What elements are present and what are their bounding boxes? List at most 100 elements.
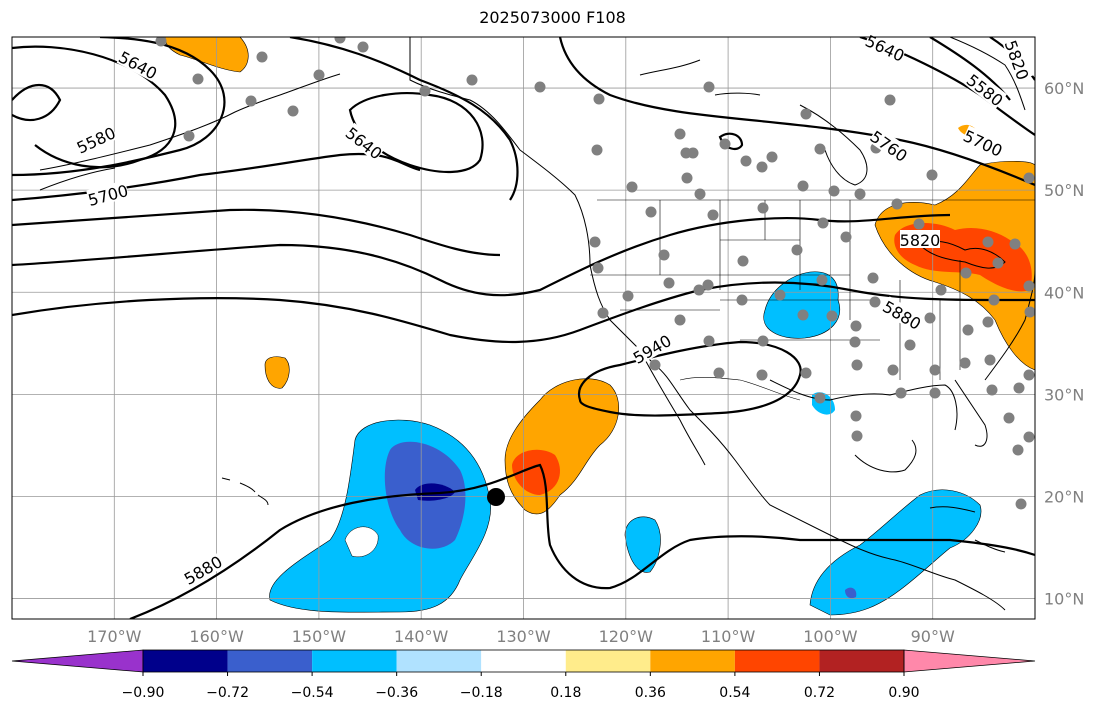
- longitude-tick-label: 160°W: [189, 627, 244, 646]
- station-dot: [419, 85, 431, 97]
- station-dot: [926, 169, 938, 181]
- contour-label-bg: [964, 69, 1007, 109]
- colorbar-extend-max: [903, 649, 1036, 673]
- colorbar-tick-label: 0.90: [888, 685, 919, 701]
- station-dot: [357, 41, 369, 53]
- colorbar-tick-label: 0.18: [550, 685, 581, 701]
- station-dot: [674, 314, 686, 326]
- station-dot: [895, 387, 907, 399]
- latitude-tick-label: 20°N: [1044, 487, 1084, 506]
- station-dot: [766, 151, 778, 163]
- station-dot: [713, 367, 725, 379]
- station-dot: [626, 181, 638, 193]
- station-dot: [884, 94, 896, 106]
- colorbar-extend-min: [11, 649, 144, 673]
- contour-label-bg: [900, 230, 940, 248]
- station-dot: [1023, 369, 1035, 381]
- colorbar-segment: [312, 650, 397, 672]
- station-dot: [816, 274, 828, 286]
- station-dot: [192, 73, 204, 85]
- station-dot: [645, 206, 657, 218]
- longitude-tick-label: 170°W: [87, 627, 142, 646]
- contour-label-bg: [343, 122, 386, 162]
- colorbar-tick-label: 0.36: [635, 685, 666, 701]
- station-dot: [703, 81, 715, 93]
- contour-label-bg: [86, 180, 130, 208]
- station-dot: [850, 410, 862, 422]
- station-dot: [851, 430, 863, 442]
- station-dot: [959, 357, 971, 369]
- station-dot: [800, 367, 812, 379]
- station-dot: [256, 51, 268, 63]
- station-dot: [1003, 412, 1015, 424]
- colorbar-tick-labels: −0.90 −0.72 −0.54 −0.36 −0.18 0.18 0.36 0.54 0.7…: [122, 672, 920, 701]
- station-dot: [649, 359, 661, 371]
- station-dot: [757, 335, 769, 347]
- station-dot: [840, 231, 852, 243]
- longitude-tick-labels: 170°W 160°W 150°W 140°W 130°W 120°W 110°W 100°W…: [87, 627, 955, 646]
- longitude-tick-label: 140°W: [394, 627, 449, 646]
- station-dot: [334, 37, 346, 44]
- station-dot: [791, 244, 803, 256]
- station-dot: [982, 236, 994, 248]
- station-dot: [597, 307, 609, 319]
- colorbar-tick-label: −0.72: [206, 685, 249, 701]
- station-dot: [756, 369, 768, 381]
- colorbar-tick-label: −0.36: [375, 685, 418, 701]
- latitude-tick-label: 40°N: [1044, 283, 1084, 302]
- contour-label-bg: [868, 126, 912, 165]
- station-dot: [887, 364, 899, 376]
- station-dot: [702, 279, 714, 291]
- station-dot: [183, 130, 195, 142]
- station-dot: [1013, 382, 1025, 394]
- colorbar-tick-label: 0.72: [804, 685, 835, 701]
- station-dot: [313, 69, 325, 81]
- station-dot: [1024, 306, 1035, 318]
- station-dot: [817, 217, 829, 229]
- station-markers: [155, 37, 1035, 510]
- colorbar-segment: [481, 650, 566, 672]
- colorbar-border: [142, 649, 905, 673]
- colorbar-tick-label: −0.54: [291, 685, 334, 701]
- longitude-tick-label: 110°W: [701, 627, 756, 646]
- station-dot: [774, 289, 786, 301]
- station-dot: [703, 335, 715, 347]
- station-dot: [1009, 238, 1021, 250]
- contour-label-bg: [629, 330, 674, 366]
- station-dot: [592, 262, 604, 274]
- latitude-tick-label: 50°N: [1044, 181, 1084, 200]
- colorbar-segment: [650, 650, 735, 672]
- station-dot: [929, 364, 941, 376]
- latitude-tick-label: 10°N: [1044, 590, 1084, 609]
- station-dot: [756, 161, 768, 173]
- station-dot: [828, 185, 840, 197]
- station-dot: [1023, 431, 1035, 443]
- longitude-tick-label: 100°W: [803, 627, 858, 646]
- colorbar-segment: [734, 650, 820, 672]
- longitude-tick-label: 120°W: [599, 627, 654, 646]
- colorbar-segment: [565, 650, 651, 672]
- station-dot: [707, 209, 719, 221]
- station-dot: [591, 144, 603, 156]
- political-borders: [409, 37, 1035, 401]
- coastlines: [39, 37, 1035, 611]
- contour-label-bg: [880, 296, 925, 332]
- contour-label-bg: [1002, 37, 1034, 82]
- contour-label-bg: [863, 30, 908, 64]
- station-dot: [986, 384, 998, 396]
- station-dot: [1015, 498, 1027, 510]
- station-dot: [797, 180, 809, 192]
- station-dot: [814, 143, 826, 155]
- station-dot: [851, 359, 863, 371]
- station-dot: [869, 296, 881, 308]
- station-dot: [155, 37, 167, 47]
- station-dot: [694, 188, 706, 200]
- station-dot: [534, 81, 546, 93]
- station-dot: [663, 277, 675, 289]
- station-dot: [622, 290, 634, 302]
- station-dot: [681, 172, 693, 184]
- station-dot: [740, 155, 752, 167]
- station-dot: [1023, 172, 1035, 184]
- contour-label-bg: [180, 551, 225, 587]
- station-dot: [988, 294, 1000, 306]
